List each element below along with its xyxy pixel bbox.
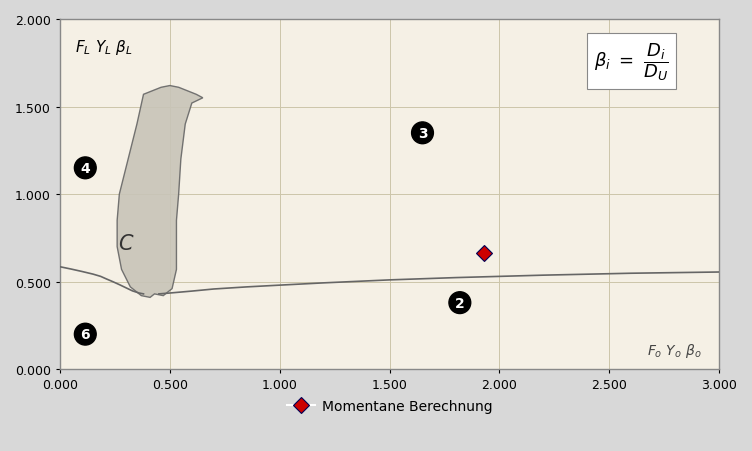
Text: 4: 4 <box>80 161 90 175</box>
Text: C: C <box>119 234 133 253</box>
Polygon shape <box>117 86 203 298</box>
Text: 2: 2 <box>455 296 465 310</box>
Text: 6: 6 <box>80 327 90 341</box>
Text: $\beta_{i}\ =\ \dfrac{D_{i}}{D_{U}}$: $\beta_{i}\ =\ \dfrac{D_{i}}{D_{U}}$ <box>594 41 669 83</box>
Text: 3: 3 <box>417 127 427 141</box>
Text: $\mathit{F}_{\mathit{o}}\ \mathit{Y}_{\mathit{o}}\ \beta_{\mathit{o}}$: $\mathit{F}_{\mathit{o}}\ \mathit{Y}_{\m… <box>647 341 702 359</box>
Text: $\mathit{F}_{\mathit{L}}\ \mathit{Y}_{\mathit{L}}\ \beta_{\mathit{L}}$: $\mathit{F}_{\mathit{L}}\ \mathit{Y}_{\m… <box>75 37 133 56</box>
Legend: Momentane Berechnung: Momentane Berechnung <box>281 393 498 419</box>
